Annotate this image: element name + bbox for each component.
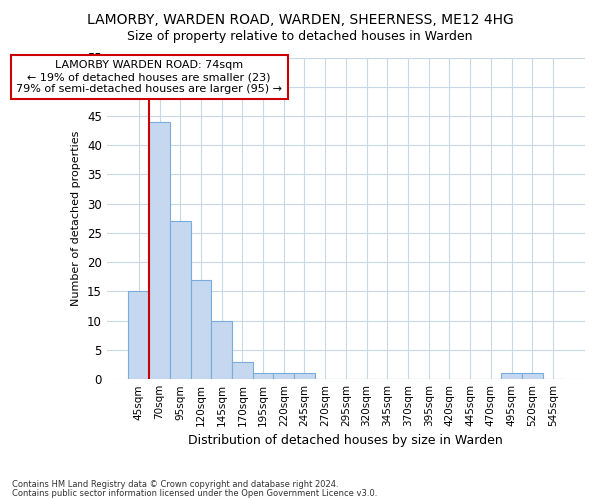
Bar [253, 374, 274, 379]
X-axis label: Distribution of detached houses by size in Warden: Distribution of detached houses by size … [188, 434, 503, 448]
Bar [149, 122, 170, 379]
Text: LAMORBY WARDEN ROAD: 74sqm
← 19% of detached houses are smaller (23)
79% of semi: LAMORBY WARDEN ROAD: 74sqm ← 19% of deta… [16, 60, 282, 94]
Bar [211, 320, 232, 379]
Bar [128, 292, 149, 379]
Y-axis label: Number of detached properties: Number of detached properties [71, 130, 82, 306]
Bar [274, 374, 294, 379]
Text: Size of property relative to detached houses in Warden: Size of property relative to detached ho… [127, 30, 473, 43]
Bar [232, 362, 253, 379]
Text: Contains public sector information licensed under the Open Government Licence v3: Contains public sector information licen… [12, 489, 377, 498]
Bar [522, 374, 542, 379]
Bar [170, 222, 191, 379]
Bar [501, 374, 522, 379]
Bar [191, 280, 211, 379]
Text: Contains HM Land Registry data © Crown copyright and database right 2024.: Contains HM Land Registry data © Crown c… [12, 480, 338, 489]
Bar [294, 374, 315, 379]
Text: LAMORBY, WARDEN ROAD, WARDEN, SHEERNESS, ME12 4HG: LAMORBY, WARDEN ROAD, WARDEN, SHEERNESS,… [86, 12, 514, 26]
